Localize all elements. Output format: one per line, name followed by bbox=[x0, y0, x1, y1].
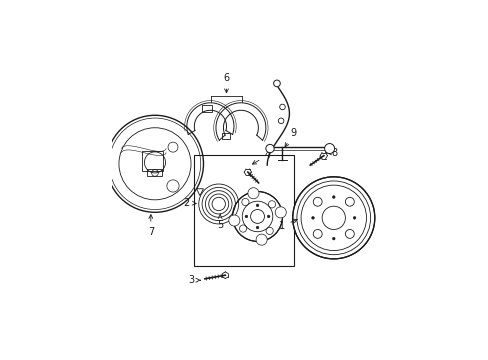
Circle shape bbox=[324, 144, 334, 153]
Circle shape bbox=[256, 226, 259, 229]
Circle shape bbox=[267, 215, 269, 218]
Text: 2: 2 bbox=[183, 198, 196, 208]
Circle shape bbox=[256, 234, 266, 245]
Circle shape bbox=[273, 80, 280, 87]
Circle shape bbox=[228, 215, 240, 226]
Circle shape bbox=[332, 195, 334, 198]
Circle shape bbox=[278, 118, 284, 123]
Text: 4: 4 bbox=[252, 150, 270, 164]
Circle shape bbox=[279, 104, 285, 110]
Circle shape bbox=[247, 188, 259, 199]
Circle shape bbox=[256, 204, 259, 207]
Circle shape bbox=[275, 207, 285, 218]
Text: 5: 5 bbox=[217, 214, 223, 230]
Bar bbox=[142, 151, 163, 171]
Circle shape bbox=[332, 237, 334, 240]
Bar bbox=[193, 156, 293, 266]
Circle shape bbox=[232, 192, 282, 242]
Circle shape bbox=[292, 177, 374, 259]
Circle shape bbox=[352, 216, 355, 219]
Text: 9: 9 bbox=[285, 128, 296, 147]
Text: 7: 7 bbox=[147, 215, 154, 237]
Text: 3: 3 bbox=[188, 275, 200, 285]
Bar bbox=[202, 105, 211, 112]
Circle shape bbox=[244, 215, 247, 218]
Circle shape bbox=[106, 115, 203, 212]
Circle shape bbox=[311, 216, 314, 219]
Bar bbox=[147, 169, 162, 176]
Circle shape bbox=[265, 144, 274, 153]
Text: 8: 8 bbox=[327, 148, 337, 158]
Text: 1: 1 bbox=[279, 219, 297, 231]
Bar bbox=[221, 133, 230, 139]
Text: 6: 6 bbox=[223, 73, 229, 93]
